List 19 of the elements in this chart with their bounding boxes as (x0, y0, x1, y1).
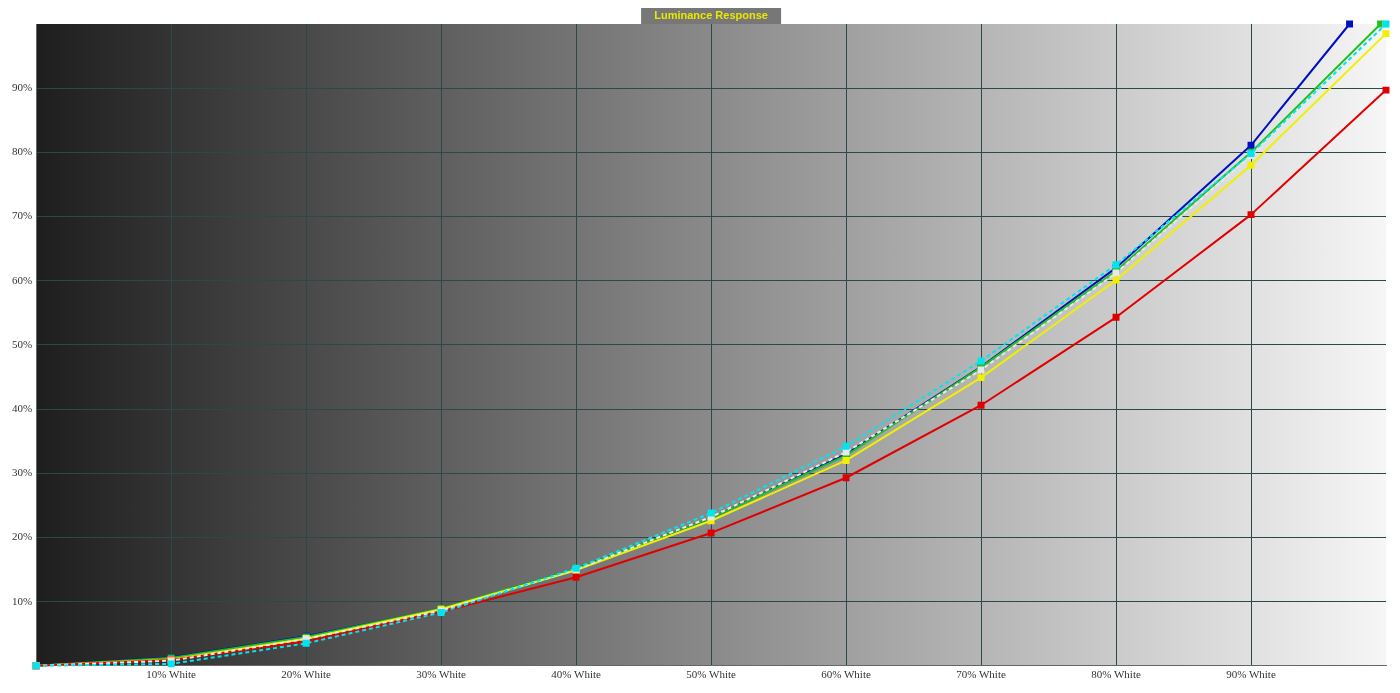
y-tick-label: 20% (11, 530, 33, 543)
y-tick-label: 60% (11, 273, 33, 286)
x-tick-label: 10% White (146, 668, 197, 681)
x-tick-label: 60% White (821, 668, 871, 681)
y-tick-label: 90% (11, 81, 33, 94)
y-tick-label: 50% (11, 337, 33, 350)
y-tick-label: 30% (11, 466, 33, 479)
x-tick-label: 50% White (686, 668, 736, 681)
y-tick-label: 10% (11, 594, 33, 607)
x-tick-label: 20% White (281, 668, 332, 681)
x-tick-label: 40% White (551, 668, 602, 681)
y-tick-label: 80% (11, 145, 33, 158)
x-tick-label: 30% White (416, 668, 467, 681)
y-tick-label: 40% (11, 401, 33, 414)
y-tick-label: 70% (11, 209, 33, 222)
x-tick-label: 90% White (1226, 668, 1276, 681)
x-tick-label: 70% White (956, 668, 1006, 681)
chart-title: Luminance Response (654, 8, 768, 21)
x-tick-label: 80% White (1091, 668, 1141, 681)
